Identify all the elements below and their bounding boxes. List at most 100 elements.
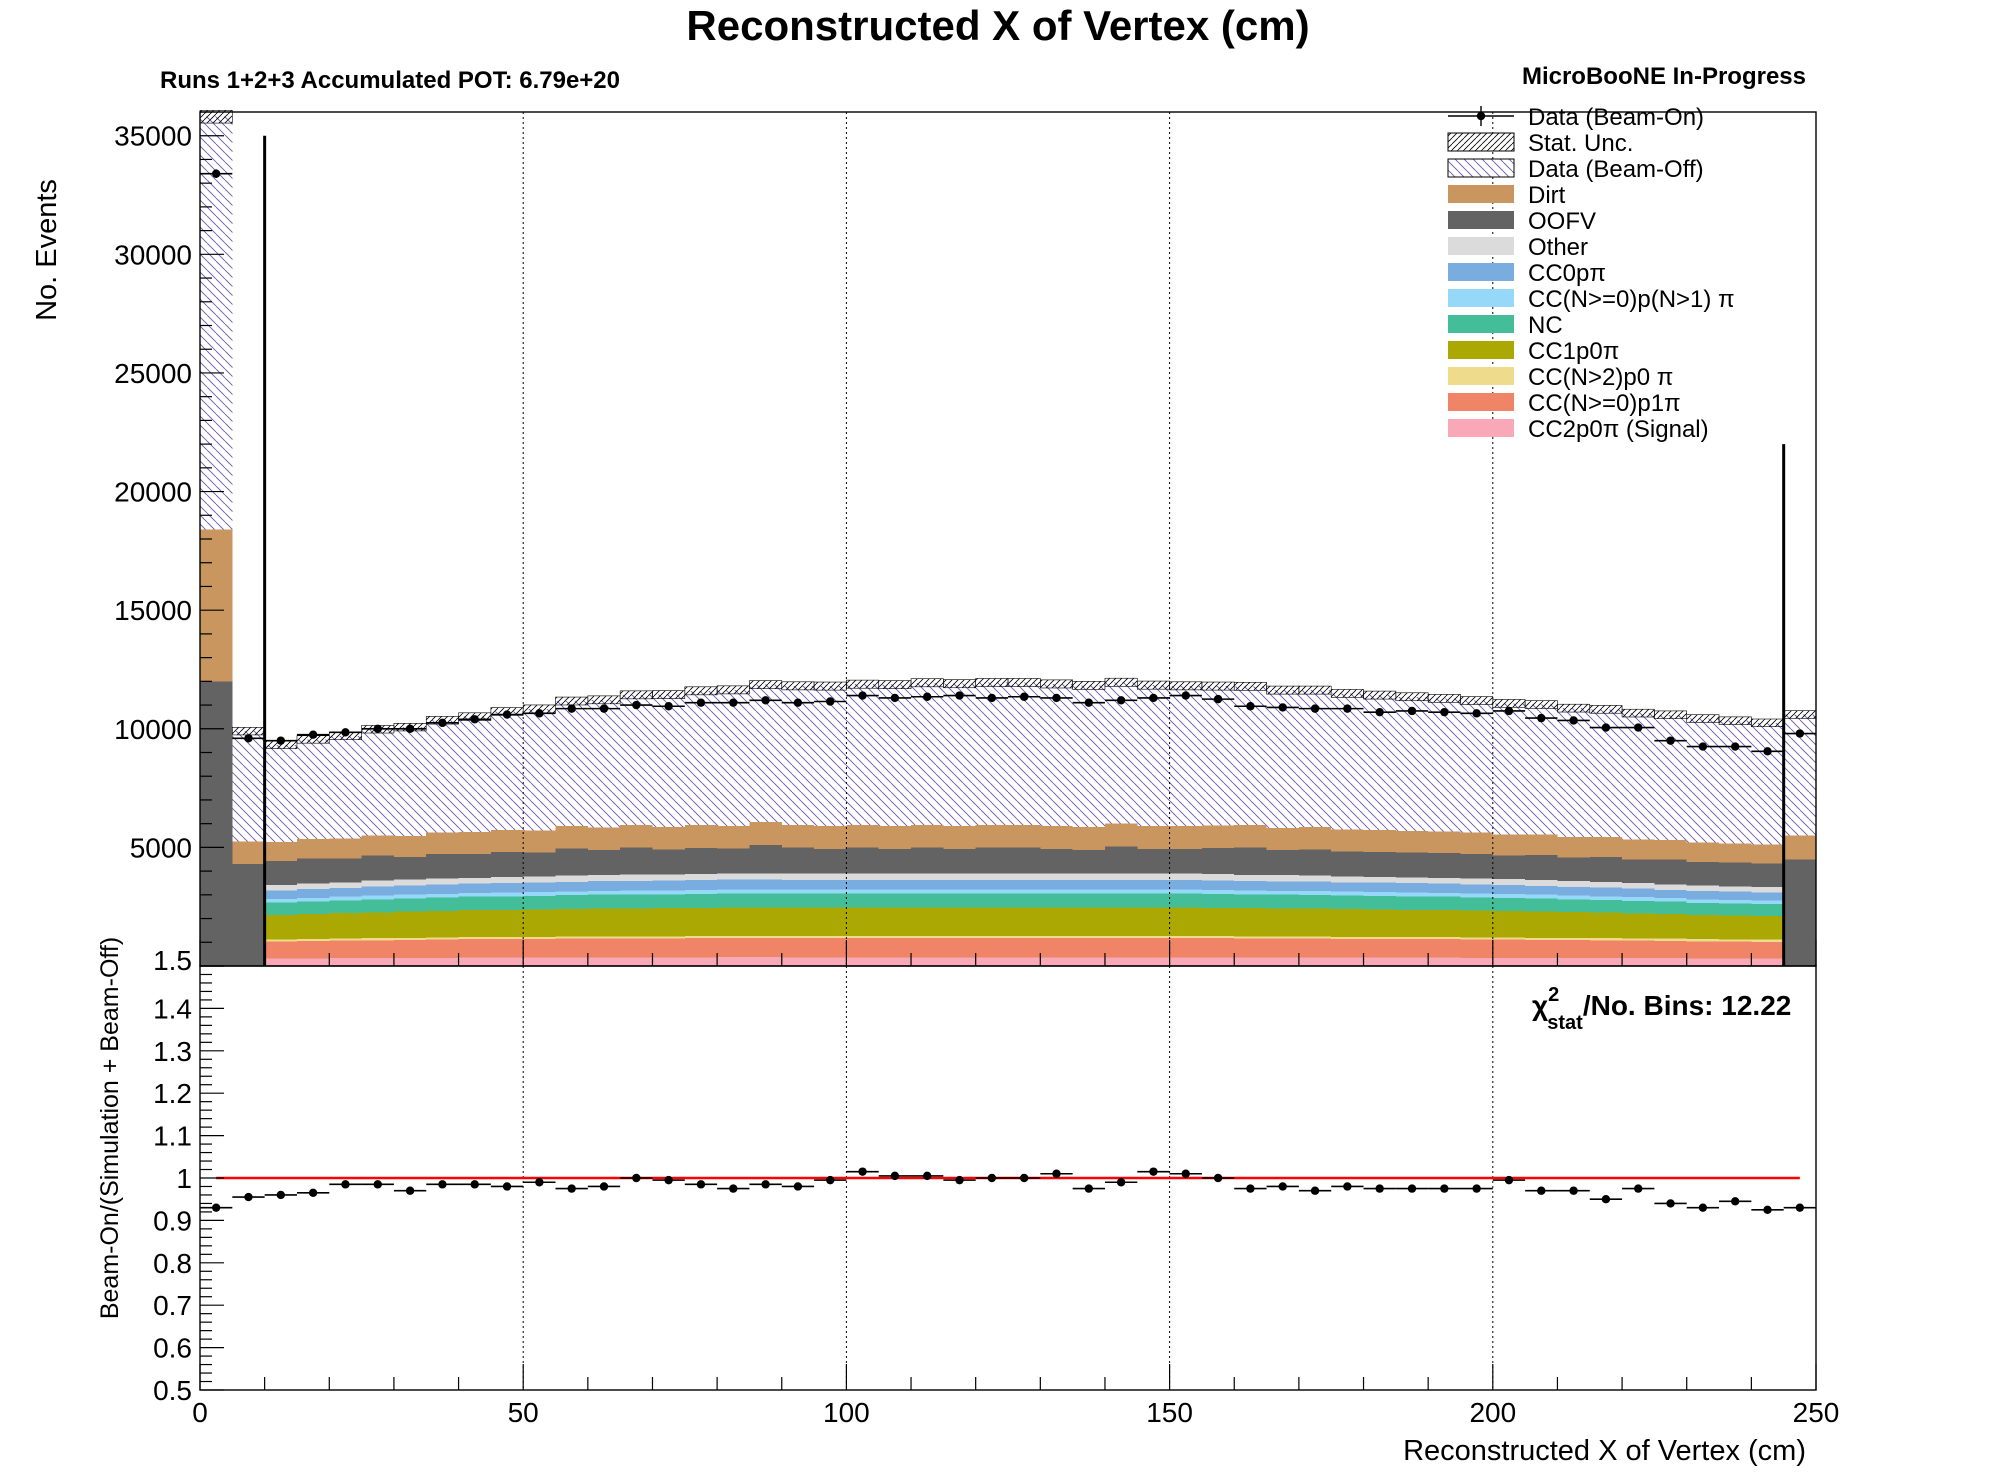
y-tick-label-15000: 15000 xyxy=(114,595,192,626)
bar-dirt-5 xyxy=(361,835,394,856)
legend-item-nc: NC xyxy=(1448,312,1563,339)
bar-dirt-1 xyxy=(232,841,265,864)
data-point-16 xyxy=(729,698,738,707)
stat-band-42 xyxy=(1557,703,1591,713)
stat-band-38 xyxy=(1427,694,1461,703)
legend-swatch xyxy=(1448,263,1514,281)
bar-cc2p0pi-signal-12 xyxy=(587,957,621,966)
bar-cc-nge0-p1pi-4 xyxy=(329,940,362,959)
data-point-42 xyxy=(1569,716,1578,725)
bar-data-beam-off-45 xyxy=(1654,714,1687,840)
ratio-point-30 xyxy=(1181,1169,1190,1178)
bar-dirt-7 xyxy=(426,832,459,854)
bar-dirt-0 xyxy=(200,529,233,682)
bar-cc-ngt2-p0-pi-24 xyxy=(975,936,1008,939)
legend-label: NC xyxy=(1528,312,1563,339)
bar-other-17 xyxy=(749,873,782,880)
ratio-point-19 xyxy=(826,1175,835,1185)
bar-cc-nge0-p-ngt1-pi-8 xyxy=(458,892,491,897)
bar-oofv-48 xyxy=(1751,863,1784,888)
data-point-27 xyxy=(1084,698,1094,707)
bar-cc1p0pi-42 xyxy=(1557,912,1590,939)
bar-oofv-33 xyxy=(1266,850,1299,876)
bar-cc2p0pi-signal-38 xyxy=(1428,957,1461,966)
data-point-30 xyxy=(1181,691,1190,700)
data-point-4 xyxy=(341,728,350,737)
bar-oofv-19 xyxy=(814,848,847,874)
bar-cc1p0pi-21 xyxy=(878,907,912,937)
bar-cc2p0pi-signal-6 xyxy=(393,957,427,966)
data-point-33 xyxy=(1278,703,1287,712)
bar-data-beam-off-9 xyxy=(490,711,524,831)
bar-nc-10 xyxy=(523,895,556,910)
legend-item-cc2p0pi-signal: CC2p0π (Signal) xyxy=(1448,416,1709,443)
bar-cc-nge0-p-ngt1-pi-30 xyxy=(1169,889,1202,894)
bar-nc-15 xyxy=(684,893,718,908)
bar-cc0ppi-43 xyxy=(1589,887,1623,897)
bar-nc-34 xyxy=(1298,894,1332,909)
bar-nc-30 xyxy=(1169,893,1202,908)
bar-nc-33 xyxy=(1266,894,1299,909)
ratio-point-23 xyxy=(955,1175,964,1185)
y-tick-label-25000: 25000 xyxy=(114,358,192,389)
bar-other-2 xyxy=(264,884,297,891)
bar-dirt-15 xyxy=(684,825,718,848)
bar-cc-nge0-p1pi-8 xyxy=(458,939,491,958)
bar-cc-nge0-p-ngt1-pi-2 xyxy=(264,899,297,903)
bar-cc0ppi-18 xyxy=(781,879,815,890)
ratio-point-33 xyxy=(1278,1182,1287,1191)
bar-cc2p0pi-signal-8 xyxy=(458,957,491,966)
bar-cc-nge0-p1pi-25 xyxy=(1008,938,1041,958)
ratio-point-4 xyxy=(341,1180,350,1189)
bar-cc2p0pi-signal-45 xyxy=(1654,958,1687,966)
bar-cc-ngt2-p0-pi-37 xyxy=(1395,937,1429,940)
bar-other-32 xyxy=(1234,874,1267,882)
y-tick-label-35000: 35000 xyxy=(114,121,192,152)
bar-oofv-1 xyxy=(232,863,265,966)
bar-cc2p0pi-signal-33 xyxy=(1266,957,1299,966)
bar-cc1p0pi-16 xyxy=(717,907,750,936)
ratio-tick-label-0.6: 0.6 xyxy=(153,1333,192,1364)
legend: Data (Beam-On)Stat. Unc.Data (Beam-Off)D… xyxy=(1447,104,1735,443)
bar-cc-nge0-p-ngt1-pi-46 xyxy=(1686,899,1720,903)
bar-other-21 xyxy=(878,873,912,880)
bar-nc-36 xyxy=(1363,895,1396,910)
bar-cc-nge0-p1pi-19 xyxy=(814,938,847,958)
bar-oofv-37 xyxy=(1395,852,1429,878)
bar-dirt-27 xyxy=(1072,827,1105,850)
bar-dirt-28 xyxy=(1104,823,1138,847)
bar-cc-ngt2-p0-pi-31 xyxy=(1201,936,1235,939)
bar-cc0ppi-23 xyxy=(943,879,976,890)
bar-cc2p0pi-signal-21 xyxy=(878,957,912,966)
bar-cc1p0pi-30 xyxy=(1169,907,1202,937)
bar-cc1p0pi-10 xyxy=(523,909,556,937)
bar-nc-14 xyxy=(652,894,685,909)
data-point-45 xyxy=(1666,736,1675,745)
bar-oofv-26 xyxy=(1040,848,1073,874)
bar-cc-nge0-p-ngt1-pi-32 xyxy=(1234,890,1267,895)
data-point-6 xyxy=(405,724,415,733)
bar-cc-ngt2-p0-pi-13 xyxy=(620,936,653,939)
y-axis-ticks: 5000 10000 15000 20000 25000 30000 35000 xyxy=(114,111,224,967)
bar-other-48 xyxy=(1751,887,1784,893)
bar-cc-nge0-p1pi-3 xyxy=(296,941,330,959)
bar-dirt-12 xyxy=(587,827,621,850)
chart-subtitle-right: MicroBooNE In-Progress xyxy=(1522,63,1806,90)
bar-nc-38 xyxy=(1428,896,1461,911)
stat-band-40 xyxy=(1492,699,1526,708)
bar-cc-ngt2-p0-pi-42 xyxy=(1557,938,1590,941)
stat-band-18 xyxy=(781,681,815,691)
legend-label: CC0pπ xyxy=(1528,260,1606,287)
bar-cc-nge0-p-ngt1-pi-11 xyxy=(555,891,588,896)
bar-data-beam-off-40 xyxy=(1492,703,1526,835)
bar-data-beam-off-12 xyxy=(587,699,621,828)
bar-cc-nge0-p1pi-16 xyxy=(717,938,750,958)
ratio-point-22 xyxy=(923,1171,932,1181)
bar-nc-20 xyxy=(846,893,879,908)
bar-other-39 xyxy=(1460,878,1493,885)
bar-data-beam-off-38 xyxy=(1428,698,1461,832)
bar-data-beam-off-16 xyxy=(717,689,750,826)
bar-oofv-41 xyxy=(1525,855,1558,881)
bar-data-beam-off-23 xyxy=(943,683,976,827)
bar-cc-nge0-p-ngt1-pi-12 xyxy=(587,890,621,895)
